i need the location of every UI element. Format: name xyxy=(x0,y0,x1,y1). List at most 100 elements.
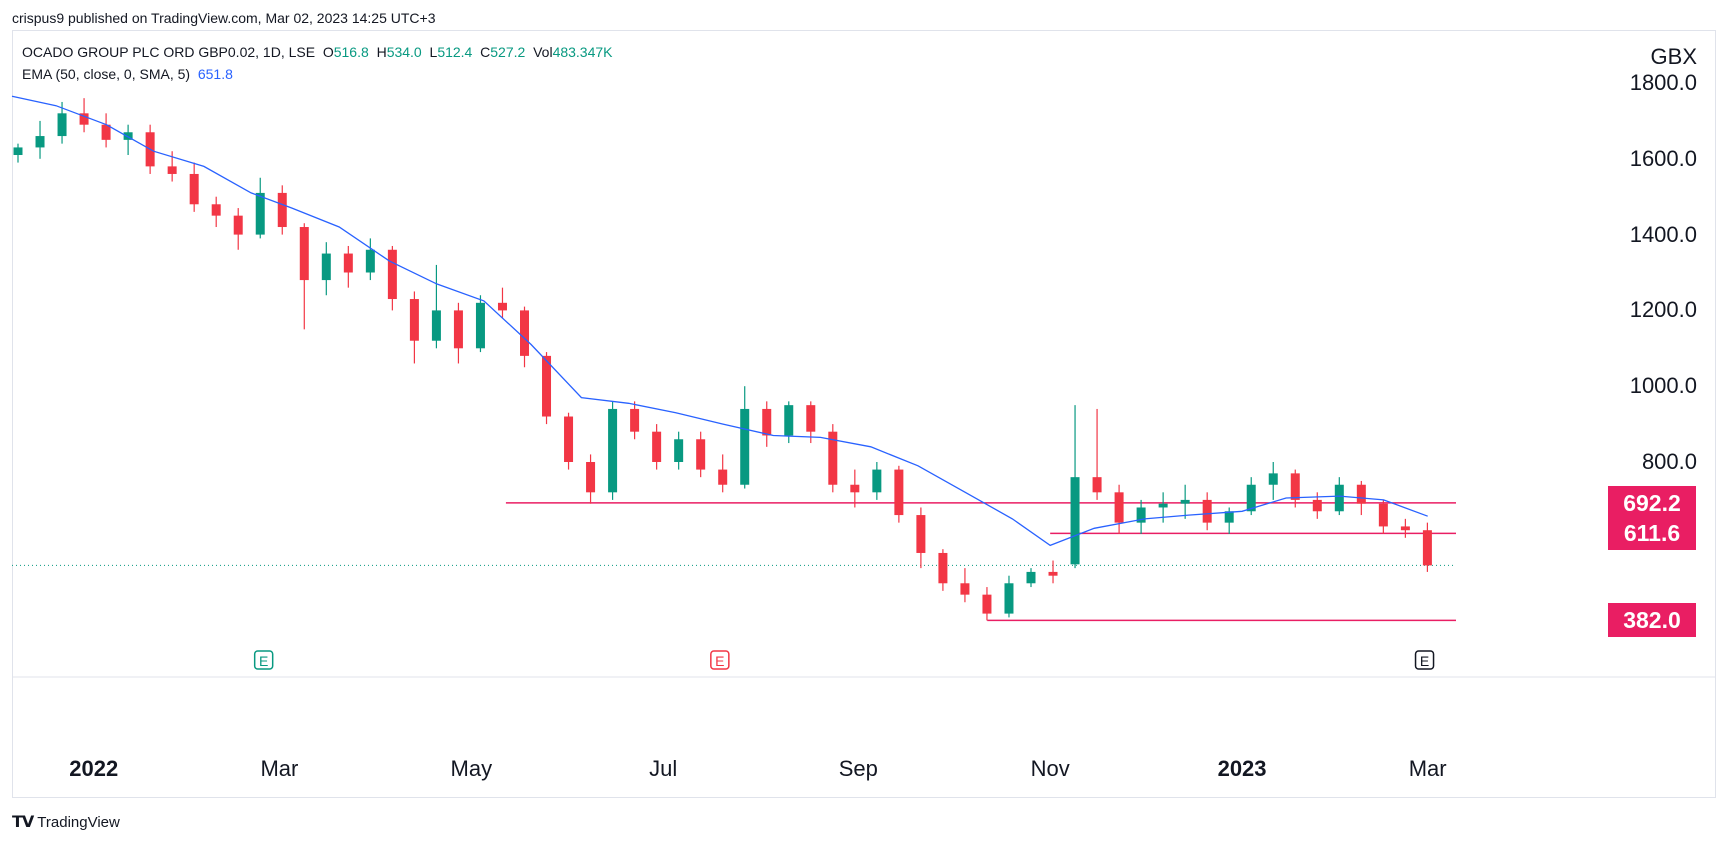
candle-body xyxy=(1092,477,1102,493)
candle-body xyxy=(1158,503,1168,508)
candle-body xyxy=(1268,473,1278,485)
high-label: H xyxy=(376,44,387,60)
candle-body xyxy=(123,132,133,140)
candle-body xyxy=(1136,507,1146,523)
volume-label: Vol xyxy=(533,44,553,60)
candle-body xyxy=(1070,477,1080,565)
candle-body xyxy=(167,166,177,174)
chart-frame xyxy=(12,30,1716,798)
ohlc-legend: OCADO GROUP PLC ORD GBP0.02, 1D, LSE O 51… xyxy=(22,44,613,60)
candle-body xyxy=(277,192,287,228)
candle-body xyxy=(233,215,243,235)
candle-body xyxy=(35,136,45,148)
open-label: O xyxy=(322,44,334,60)
candle-body xyxy=(674,439,684,462)
x-tick-label: 2022 xyxy=(69,756,119,781)
candle-body xyxy=(630,408,640,432)
x-tick-label: 2023 xyxy=(1217,756,1267,781)
earnings-badge-icon[interactable] xyxy=(1414,650,1435,670)
earnings-badge-icon[interactable] xyxy=(253,650,274,670)
candle-body xyxy=(564,416,574,462)
symbol-name: OCADO GROUP PLC ORD GBP0.02, 1D, LSE xyxy=(22,44,316,60)
candle-body xyxy=(718,469,728,485)
candle-body xyxy=(1224,511,1234,523)
tradingview-logo-icon: 𝗧𝗩 xyxy=(12,814,34,831)
candle-body xyxy=(1202,499,1212,523)
candle-body xyxy=(497,302,507,311)
price-level-badge: 382.0 xyxy=(1608,603,1696,638)
y-tick-label: 1000.0 xyxy=(1629,373,1697,399)
candle-body xyxy=(586,462,596,493)
low-value: 512.4 xyxy=(437,44,473,60)
candle-body xyxy=(343,253,353,273)
candle-body xyxy=(1004,583,1014,614)
candle-body xyxy=(1378,503,1388,527)
candle-body xyxy=(894,469,904,516)
close-label: C xyxy=(480,44,491,60)
x-tick-label: Nov xyxy=(1030,756,1070,781)
high-value: 534.0 xyxy=(386,44,422,60)
publish-info: crispus9 published on TradingView.com, M… xyxy=(12,10,436,26)
candle-body xyxy=(850,484,860,493)
y-tick-label: 1400.0 xyxy=(1629,221,1697,247)
candle-body xyxy=(542,355,552,417)
candle-body xyxy=(365,249,375,273)
candle-body xyxy=(475,302,485,349)
footer-brand[interactable]: 𝗧𝗩 TradingView xyxy=(12,812,120,832)
candle-body xyxy=(299,227,309,281)
candle-body xyxy=(431,310,441,341)
candle-body xyxy=(1180,499,1190,504)
candle-body xyxy=(1026,571,1036,584)
ema-value: 651.8 xyxy=(197,66,233,82)
earnings-badge-letter: E xyxy=(259,653,268,669)
candle-body xyxy=(982,594,992,614)
currency-label: GBX xyxy=(1650,44,1697,69)
low-label: L xyxy=(429,44,438,60)
candle-body xyxy=(608,408,618,493)
earnings-badge-icon[interactable] xyxy=(710,650,730,670)
candle-body xyxy=(696,439,706,470)
candle-body xyxy=(409,299,419,341)
y-tick-label: 1200.0 xyxy=(1629,297,1697,323)
candle-body xyxy=(1312,499,1322,512)
ema-label: EMA (50, close, 0, SMA, 5) xyxy=(22,66,191,82)
candle-body xyxy=(762,408,772,436)
candle-body xyxy=(255,192,265,235)
earnings-marker-1: E xyxy=(710,650,730,670)
price-level-badge: 611.6 xyxy=(1608,516,1696,551)
candle-body xyxy=(520,310,530,356)
ema-line xyxy=(11,95,1428,547)
y-tick-label: 800.0 xyxy=(1641,449,1697,474)
volume-value: 483.347K xyxy=(552,44,613,60)
x-tick-label: May xyxy=(450,756,493,781)
candle-body xyxy=(1356,484,1366,504)
y-tick-label: 1800.0 xyxy=(1629,70,1697,95)
earnings-marker-2: E xyxy=(1414,650,1435,670)
candle-body xyxy=(828,431,838,485)
earnings-badge-letter: E xyxy=(1420,653,1429,669)
candle-body xyxy=(57,113,67,137)
candle-body xyxy=(79,113,89,125)
candle-body xyxy=(321,253,331,281)
candle-body xyxy=(872,469,882,493)
candle-body xyxy=(916,515,926,553)
candle-body xyxy=(211,204,221,216)
brand-name: TradingView xyxy=(37,813,120,831)
earnings-badge-letter: E xyxy=(715,653,724,669)
candle-body xyxy=(101,124,111,140)
candle-body xyxy=(806,405,816,432)
candle-body xyxy=(1290,473,1300,500)
candle-body xyxy=(387,249,397,300)
x-tick-label: Jul xyxy=(649,756,678,781)
candle-body xyxy=(784,405,794,436)
close-value: 527.2 xyxy=(490,44,526,60)
candle-body xyxy=(13,147,23,156)
candle-body xyxy=(1246,484,1256,512)
candle-body xyxy=(189,173,199,205)
earnings-marker-0: E xyxy=(253,650,274,670)
candle-body xyxy=(1114,492,1124,523)
y-tick-label: 1600.0 xyxy=(1629,145,1697,171)
candle-body xyxy=(1400,526,1410,531)
x-tick-label: Sep xyxy=(838,756,878,781)
